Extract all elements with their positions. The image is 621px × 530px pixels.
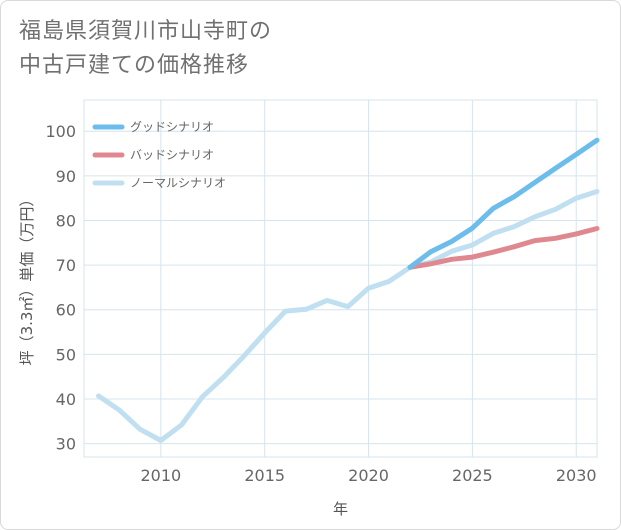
- x-tick-label: 2030: [556, 466, 597, 485]
- chart-title-line-2: 中古戸建ての価格推移: [19, 53, 250, 78]
- y-tick-label: 100: [45, 122, 76, 141]
- x-tick-label: 2020: [348, 466, 389, 485]
- series-line-bad: [407, 226, 600, 270]
- y-axis-label: 坪（3.3㎡）単価（万円）: [18, 192, 36, 366]
- y-tick-label: 30: [56, 435, 76, 454]
- chart-title-line-1: 福島県須賀川市山寺町の: [19, 19, 273, 44]
- x-tick-label: 2015: [244, 466, 285, 485]
- x-tick-label: 2025: [452, 466, 493, 485]
- chart-title: 福島県須賀川市山寺町の 中古戸建ての価格推移: [19, 15, 272, 83]
- y-tick-label: 80: [56, 211, 76, 230]
- y-tick-label: 40: [56, 390, 76, 409]
- y-tick-label: 90: [56, 167, 76, 186]
- y-tick-label: 70: [56, 256, 76, 275]
- x-axis-label: 年: [333, 500, 348, 518]
- series-line-good: [407, 137, 600, 270]
- gridlines: [83, 99, 598, 458]
- series-lines: [96, 137, 600, 443]
- series-line-normal: [96, 189, 600, 443]
- y-tick-label: 50: [56, 345, 76, 364]
- legend-label-bad: バッドシナリオ: [130, 148, 214, 162]
- x-tick-label: 2010: [140, 466, 181, 485]
- tick-labels: 30 40 50 60 70 80 90 100 2010 2015 2020 2025 2030: [45, 122, 596, 485]
- legend-label-normal: ノーマルシナリオ: [130, 176, 226, 190]
- legend-label-good: グッドシナリオ: [130, 120, 214, 134]
- y-tick-label: 60: [56, 301, 76, 320]
- plot-area-border: [83, 99, 598, 458]
